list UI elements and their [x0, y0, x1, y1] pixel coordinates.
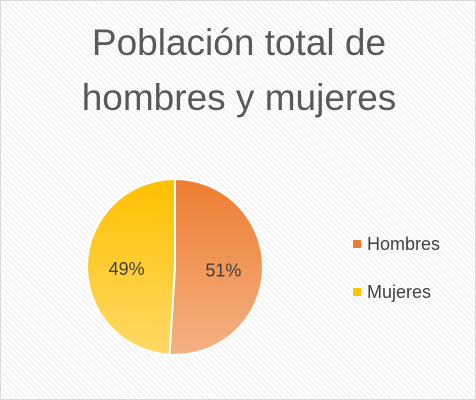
pie-slice: [86, 177, 176, 356]
legend-swatch: [353, 288, 361, 296]
legend-label: Mujeres: [367, 282, 431, 302]
data-label: 49%: [109, 259, 145, 279]
data-label: 51%: [205, 260, 241, 280]
pie-slice: [168, 177, 264, 356]
legend-swatch: [353, 240, 361, 248]
chart-title: Población total de hombres y mujeres: [81, 22, 397, 118]
legend-label: Hombres: [367, 234, 440, 254]
